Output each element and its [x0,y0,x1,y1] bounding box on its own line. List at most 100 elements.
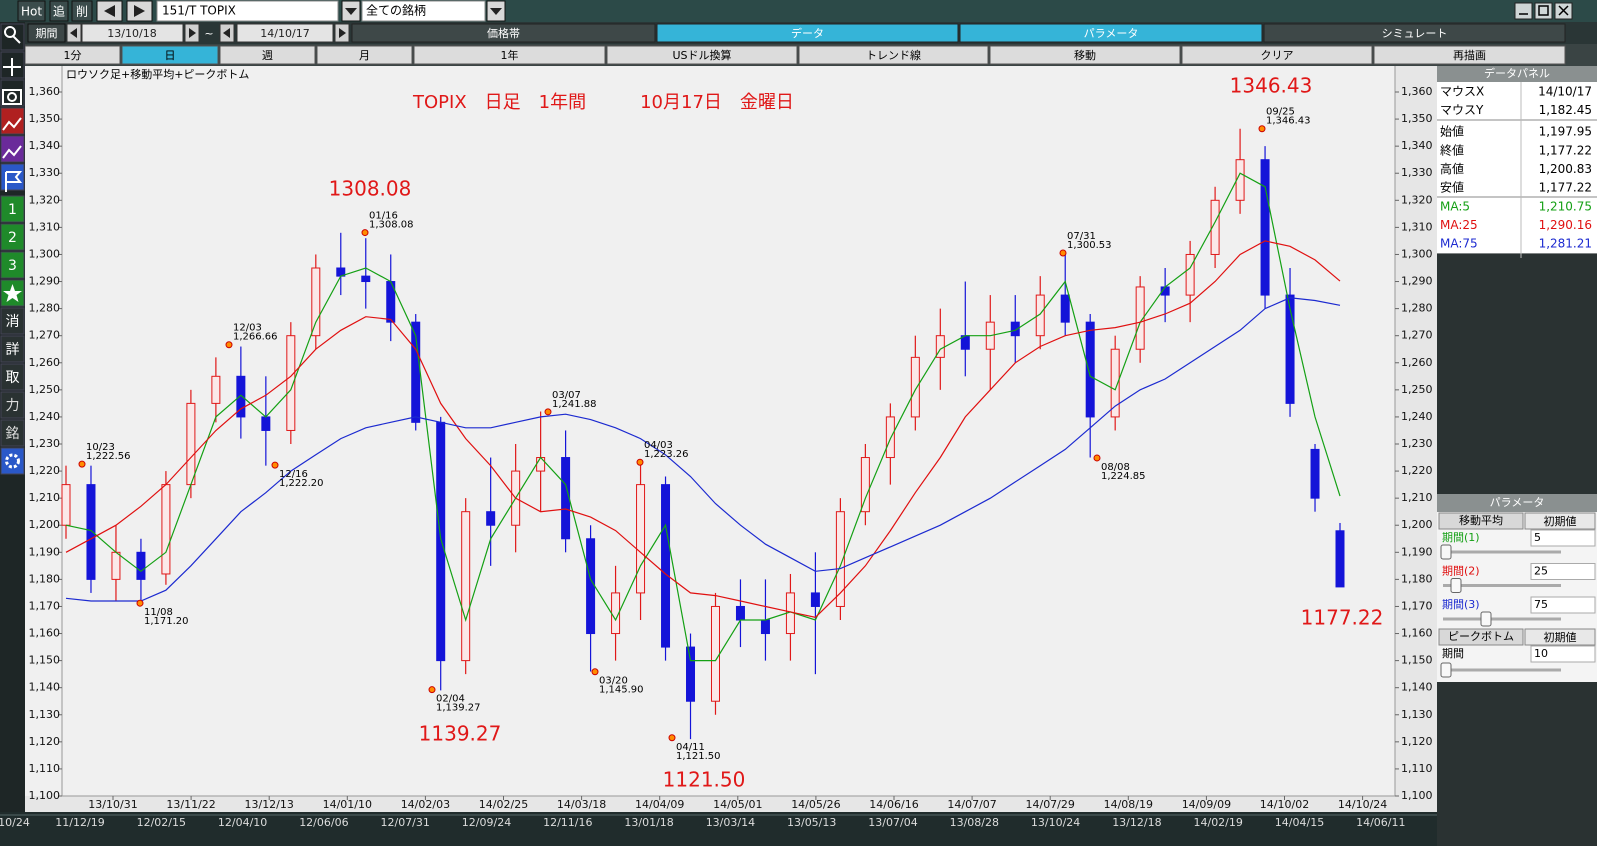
overview-date: 12/06/06 [299,816,348,829]
candle-body [885,416,895,459]
panel-key: マウスY [1440,103,1484,117]
range-button[interactable] [219,45,316,65]
gear-icon [5,453,20,469]
symbol-text: 151/T TOPIX [162,4,236,18]
settings-button[interactable] [0,447,25,475]
range-button[interactable] [1181,45,1373,65]
tool-button[interactable] [0,251,25,279]
y-tick-label: 1,320 [29,193,61,206]
panel-key: MA:75 [1440,237,1478,251]
y-tick-label: 1,330 [1401,166,1433,179]
peak-marker [1059,249,1067,257]
x-tick-label: 13/12/13 [244,798,293,811]
candle-body [1260,159,1270,296]
peak-marker [591,668,599,676]
slider-thumb[interactable] [1480,611,1492,627]
tab[interactable] [351,23,656,43]
window-icon [1538,5,1549,16]
tool-button[interactable] [0,135,25,163]
tool-button[interactable] [0,363,25,391]
params-title: パラメータ [1490,496,1545,509]
tool-button[interactable] [0,195,25,223]
range-button-text: 週 [262,49,273,62]
slider-thumb[interactable] [1440,662,1452,678]
params-section [1438,628,1524,646]
ma-line [65,297,1341,602]
param-input[interactable] [1530,563,1596,580]
slider-thumb[interactable] [1440,544,1452,560]
period-label[interactable] [27,23,66,43]
arrow-icon [339,28,346,38]
peak-value: 1,223.26 [644,449,689,460]
tool-button[interactable] [0,107,25,135]
to-date: 14/10/17 [260,27,309,40]
tool-button[interactable] [0,163,25,191]
candle-body [261,416,271,431]
range-button[interactable] [606,45,798,65]
range-button[interactable] [413,45,606,65]
window-button[interactable] [1514,2,1533,20]
y-tick-label: 1,200 [1401,518,1433,531]
overview-date: 12/04/10 [218,816,267,829]
slider-thumb[interactable] [1450,578,1462,593]
candle-body [1285,294,1295,404]
tool-icon [5,171,23,192]
candle-body [686,646,696,702]
panel-value: 1,177.22 [1539,181,1592,195]
peak-value: 1,139.27 [436,703,481,714]
tool-button[interactable] [0,419,25,447]
hot-button[interactable] [17,0,46,22]
panel-key: 高値 [1440,161,1464,176]
range-button[interactable] [316,45,413,65]
peak-value: 1,121.50 [676,751,721,762]
date-input[interactable] [236,23,334,43]
tab[interactable] [959,23,1263,43]
tool-button[interactable] [0,391,25,419]
range-button[interactable] [1373,45,1566,65]
overview-date: 13/05/13 [787,816,836,829]
param-input[interactable] [1530,529,1596,547]
peak-value: 1,224.85 [1101,471,1146,482]
panel-header [1437,66,1597,82]
price-annotation: 1121.50 [663,768,746,792]
param-label: 期間(3) [1442,598,1480,611]
tool-button[interactable] [0,223,25,251]
tab[interactable] [656,23,959,43]
symbol-input[interactable] [156,0,339,22]
add-button[interactable] [49,0,69,22]
range-button[interactable] [798,45,989,65]
universe-select[interactable] [361,0,486,22]
range-button[interactable] [121,45,219,65]
reset-button[interactable] [1524,512,1596,530]
tab-text: シミュレート [1382,27,1448,40]
peak-date: 04/11 [676,742,705,753]
param-input[interactable] [1530,596,1596,614]
delete-button[interactable] [71,0,93,22]
tab[interactable] [1263,23,1566,43]
range-button-text: USドル換算 [672,48,731,62]
y-tick-label: 1,320 [1401,193,1433,206]
panel-title: データパネル [1484,66,1550,80]
x-tick-label: 14/04/09 [635,798,684,811]
peak-marker [428,686,436,694]
panel-value: 1,197.95 [1539,125,1592,139]
tool-button[interactable] [0,307,25,335]
tool-text: 力 [6,398,20,414]
reset-button[interactable] [1524,628,1596,646]
x-tick-label: 14/06/16 [869,798,918,811]
param-input[interactable] [1530,645,1596,663]
panel-value: 1,200.83 [1539,162,1592,176]
tilde: ~ [204,27,213,40]
candle-body [536,457,546,472]
y-tick-label: 1,210 [1401,491,1433,504]
candle-body [1135,286,1145,350]
date-input[interactable] [81,23,184,43]
period-label-text: 期間 [36,27,58,40]
window-icon [1558,5,1569,16]
tool-icon [2,89,22,105]
candle-body [361,275,371,283]
peak-date: 12/03 [233,323,262,334]
range-button[interactable] [989,45,1181,65]
tool-button[interactable] [0,335,25,363]
overview-date: 10/24 [0,816,30,829]
